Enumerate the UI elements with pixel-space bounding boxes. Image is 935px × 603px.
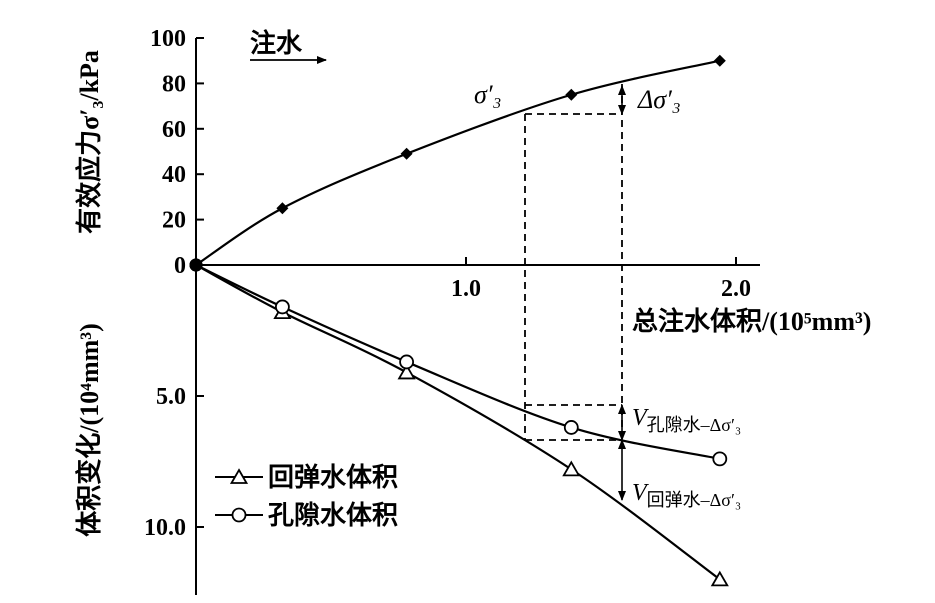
series-lines bbox=[195, 59, 721, 581]
pore-volume-curve bbox=[195, 264, 721, 460]
legend-pore-marker bbox=[231, 507, 247, 523]
guide-lines bbox=[524, 84, 626, 501]
legend-rebound-label: 回弹水体积 bbox=[268, 463, 398, 492]
stress-point-4 bbox=[713, 54, 726, 67]
stress-curve bbox=[195, 59, 721, 266]
top-y-tick-label-1: 20 bbox=[162, 208, 186, 234]
v-rebound-label: V回弹水–Δσ′₃ bbox=[632, 480, 741, 510]
rebound-volume-point-3 bbox=[562, 460, 581, 477]
pore-volume-point-3 bbox=[563, 420, 579, 435]
delta-sigma-label: Δσ′₃ bbox=[637, 85, 681, 114]
rebound-volume-point-2 bbox=[397, 363, 416, 380]
x-tick-label-0: 1.0 bbox=[451, 276, 481, 302]
stress-point-2 bbox=[400, 147, 413, 160]
pore-volume-point-0 bbox=[189, 258, 203, 272]
x-tick-label-1: 2.0 bbox=[721, 276, 751, 302]
rebound-volume-point-4 bbox=[710, 570, 729, 587]
series-markers bbox=[189, 54, 729, 587]
bottom-y-tick-label-1: 10.0 bbox=[144, 515, 186, 541]
v-pore-label: V孔隙水–Δσ′₃ bbox=[632, 405, 741, 435]
stress-point-1 bbox=[276, 202, 289, 215]
stress-point-3 bbox=[565, 88, 578, 101]
pore-volume-point-1 bbox=[274, 299, 290, 315]
sigma-label: σ′₃ bbox=[474, 80, 502, 109]
top-y-tick-label-0: 0 bbox=[174, 253, 186, 279]
top-y-axis-title: 有效应力σ′₃/kPa bbox=[74, 50, 104, 234]
flow-label: 注水 bbox=[250, 28, 303, 58]
legend: 回弹水体积 孔隙水体积 bbox=[215, 463, 398, 530]
pore-volume-point-2 bbox=[399, 354, 415, 370]
top-y-tick-label-2: 40 bbox=[162, 162, 186, 188]
x-axis-title: 总注水体积/(10⁵mm³) bbox=[632, 306, 871, 336]
legend-rebound-marker bbox=[229, 468, 249, 484]
top-y-tick-label-5: 100 bbox=[150, 26, 186, 52]
pore-volume-point-4 bbox=[712, 451, 728, 467]
bottom-y-tick-label-0: 5.0 bbox=[156, 384, 186, 410]
rebound-volume-curve bbox=[195, 264, 721, 581]
legend-pore-label: 孔隙水体积 bbox=[268, 501, 398, 530]
top-y-tick-label-3: 60 bbox=[162, 117, 186, 143]
top-y-tick-label-4: 80 bbox=[162, 71, 186, 97]
bottom-y-axis-title: 体积变化/(10⁴mm³) bbox=[74, 323, 104, 536]
axis-ticks: 0 20 40 60 80 100 5.0 10.0 1.0 2.0 bbox=[144, 26, 751, 541]
